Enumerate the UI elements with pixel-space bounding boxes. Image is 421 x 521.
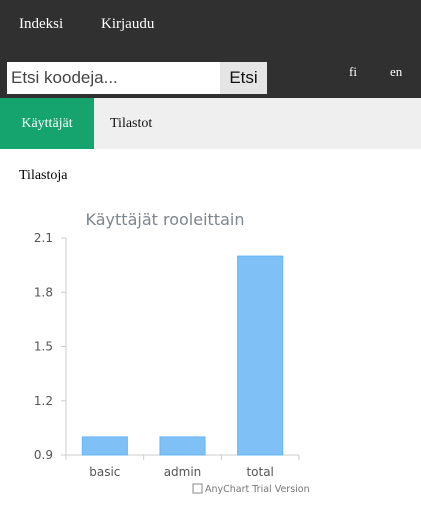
credits-text[interactable]: AnyChart Trial Version	[205, 484, 310, 495]
y-tick-label: 1.8	[34, 285, 53, 299]
search-input[interactable]	[7, 62, 220, 94]
search-button[interactable]: Etsi	[220, 62, 267, 94]
tab-bar: Käyttäjät Tilastot	[0, 98, 421, 149]
y-tick-label: 1.2	[34, 394, 53, 408]
users-by-role-chart: Käyttäjät rooleittain 0.9 1.2 1.5 1.8 2.1 ba…	[34, 210, 310, 495]
y-tick-label: 1.5	[34, 340, 53, 354]
tab-users[interactable]: Käyttäjät	[0, 98, 94, 149]
x-tick-label: total	[246, 465, 273, 479]
y-tick-label: 0.9	[34, 448, 53, 462]
x-tick-label: admin	[164, 465, 202, 479]
nav-link-index[interactable]: Indeksi	[19, 16, 64, 32]
bar-total	[237, 255, 284, 456]
bar-admin	[159, 436, 206, 456]
language-en-link[interactable]: en	[390, 64, 403, 79]
x-axis: basic admin total	[65, 454, 300, 479]
chart-title: Käyttäjät rooleittain	[86, 210, 245, 229]
y-axis: 0.9 1.2 1.5 1.8 2.1	[34, 231, 67, 462]
y-tick-label: 2.1	[34, 231, 53, 245]
page-heading: Tilastoja	[19, 168, 68, 183]
x-tick-label: basic	[89, 465, 120, 479]
anychart-logo-icon	[192, 483, 203, 494]
language-fi-link[interactable]: fi	[349, 64, 357, 79]
nav-link-login[interactable]: Kirjaudu	[101, 16, 155, 32]
credits: AnyChart Trial Version	[192, 483, 310, 495]
bar-series	[81, 255, 284, 456]
bar-basic	[81, 436, 128, 456]
tab-statistics[interactable]: Tilastot	[110, 116, 153, 131]
top-navbar: Indeksi Kirjaudu Etsi fi en	[0, 0, 421, 98]
